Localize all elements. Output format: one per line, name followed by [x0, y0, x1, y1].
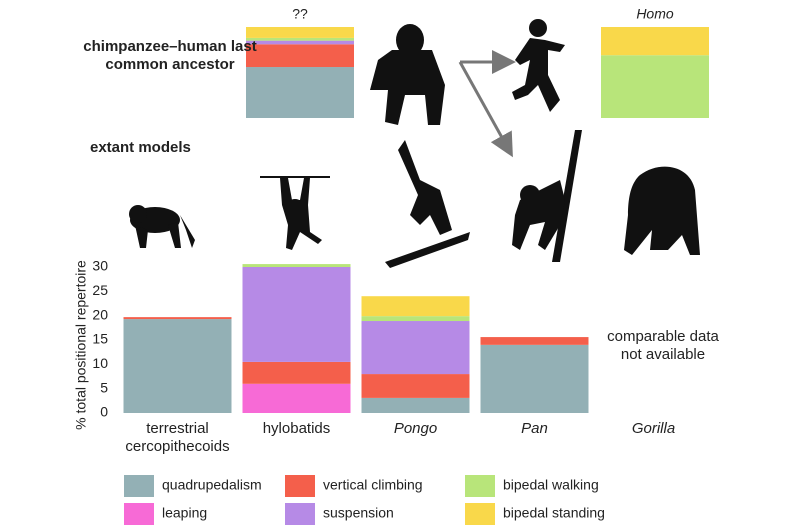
y-tick-label: 25: [92, 282, 108, 298]
legend-label: quadrupedalism: [162, 477, 262, 493]
y-tick-label: 5: [100, 379, 108, 395]
y-tick-label: 10: [92, 355, 108, 371]
annotation: comparable data not available: [607, 328, 719, 363]
y-tick-label: 20: [92, 306, 108, 322]
reconstruction-segment: [601, 27, 709, 56]
bar-segment: [123, 317, 232, 320]
legend-label: vertical climbing: [323, 477, 423, 493]
bar-segment: [242, 383, 351, 413]
bar-segment: [242, 361, 351, 384]
reconstruction-label: ??: [292, 6, 308, 22]
legend-swatch: [465, 475, 495, 497]
x-tick-label: Gorilla: [631, 420, 676, 437]
bar-segment: [242, 264, 351, 267]
legend-label: leaping: [162, 505, 207, 521]
y-tick-label: 30: [92, 258, 108, 274]
x-tick-label: Pan: [521, 420, 548, 437]
reconstruction-segment: [601, 55, 709, 118]
reconstruction-segment: [246, 27, 354, 38]
silhouette: [129, 19, 700, 268]
legend-swatch: [285, 475, 315, 497]
legend-swatch: [465, 503, 495, 525]
legend-label: bipedal walking: [503, 477, 599, 493]
bar-segment: [361, 397, 470, 413]
heading: extant models: [90, 139, 191, 156]
x-tick-label: hylobatids: [262, 420, 331, 437]
reconstruction-segment: [246, 44, 354, 68]
bar-segment: [242, 267, 351, 362]
bar-segment: [123, 319, 232, 413]
reconstruction-label: Homo: [636, 6, 674, 22]
bar-segment: [480, 344, 589, 413]
reconstruction-segment: [246, 40, 354, 45]
legend-swatch: [124, 475, 154, 497]
arrow: [458, 61, 513, 158]
bar-segment: [361, 321, 470, 375]
heading: chimpanzee–human last common ancestor: [83, 38, 257, 73]
y-axis-label: % total positional repertoire: [73, 260, 89, 430]
x-tick-label: terrestrial cercopithecoids: [125, 420, 230, 455]
y-tick-label: 15: [92, 331, 108, 347]
bar-segment: [480, 337, 589, 345]
legend-swatch: [285, 503, 315, 525]
reconstruction-segment: [246, 37, 354, 41]
x-tick-label: Pongo: [393, 420, 438, 437]
bar-segment: [361, 374, 470, 398]
bar-segment: [361, 296, 470, 317]
reconstruction-segment: [246, 67, 354, 118]
y-tick-label: 0: [100, 404, 108, 420]
legend-swatch: [124, 503, 154, 525]
legend-label: suspension: [323, 505, 394, 521]
legend-label: bipedal standing: [503, 505, 605, 521]
bar-segment: [361, 316, 470, 322]
